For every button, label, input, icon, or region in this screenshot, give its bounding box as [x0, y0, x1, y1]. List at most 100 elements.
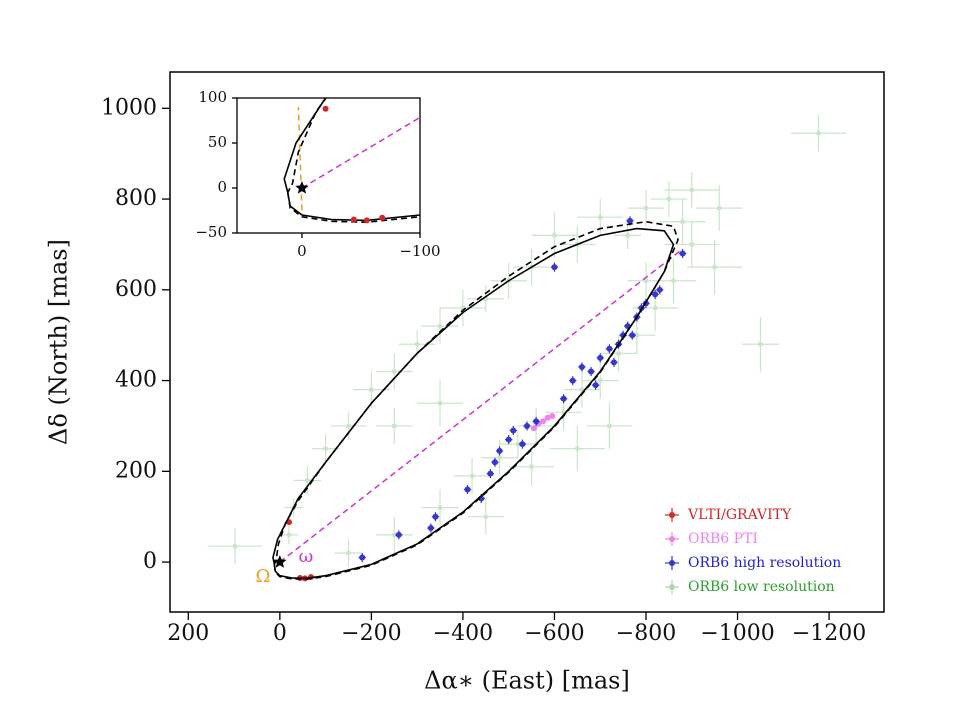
point — [304, 477, 310, 483]
point — [592, 382, 599, 389]
y-tick-label: 0 — [143, 549, 157, 574]
point — [505, 436, 512, 443]
point — [551, 232, 557, 238]
y-tick-label: 200 — [115, 458, 157, 483]
point — [574, 446, 580, 452]
x-tick-label: −600 — [524, 621, 584, 646]
y-tick-label: 50 — [208, 133, 227, 151]
x-tick-label: 200 — [167, 621, 209, 646]
legend-label: ORB6 high resolution — [688, 555, 841, 571]
point — [491, 459, 498, 466]
legend-label: VLTI/GRAVITY — [687, 507, 792, 523]
legend-entry — [665, 556, 679, 570]
point — [363, 217, 370, 224]
point — [606, 345, 613, 352]
primary-star — [295, 181, 309, 194]
x-tick-label: 0 — [273, 621, 287, 646]
point — [625, 232, 631, 238]
x-axis-label: Δα∗ (East) [mas] — [424, 667, 630, 695]
point — [652, 291, 659, 298]
legend-swatch — [669, 512, 675, 518]
point — [588, 368, 595, 375]
point — [652, 305, 658, 311]
y-tick-label: 1000 — [101, 95, 157, 120]
point — [680, 219, 686, 225]
y-axis-label: Δδ (North) [mas] — [45, 239, 73, 445]
point — [533, 418, 540, 425]
point — [626, 217, 633, 224]
point — [437, 505, 443, 511]
point — [679, 250, 686, 257]
axes: 200 0 −200 −400 −600 −800 −1000 −12000200400600… — [101, 95, 866, 646]
point — [689, 241, 695, 247]
inset-background — [237, 98, 420, 233]
x-tick-label: −1200 — [792, 621, 866, 646]
curve — [273, 220, 679, 581]
point — [391, 532, 397, 538]
point — [643, 278, 649, 284]
x-tick-label: −100 — [399, 242, 440, 260]
point — [286, 532, 292, 538]
point — [496, 447, 503, 454]
curve — [297, 106, 303, 211]
legend-entry — [665, 508, 679, 522]
point — [560, 395, 567, 402]
point — [666, 196, 672, 202]
point — [437, 323, 443, 329]
point — [551, 264, 558, 271]
point — [616, 350, 622, 356]
point — [529, 464, 535, 470]
legend-swatch — [669, 584, 675, 590]
point — [549, 412, 556, 419]
series — [207, 115, 847, 567]
point — [610, 359, 617, 366]
curve — [272, 227, 675, 580]
point — [578, 363, 585, 370]
legend-swatch — [669, 560, 675, 566]
x-tick-label: −1000 — [700, 621, 774, 646]
legend-label: ORB6 low resolution — [688, 579, 835, 595]
curve — [286, 98, 420, 224]
point — [391, 368, 397, 374]
point — [437, 400, 443, 406]
point — [395, 531, 402, 538]
point — [391, 423, 397, 429]
point — [519, 441, 526, 448]
point — [643, 205, 649, 211]
y-tick-label: 100 — [198, 88, 227, 106]
point — [322, 105, 329, 112]
point — [346, 550, 351, 556]
point — [414, 341, 420, 347]
legend-swatch — [669, 536, 675, 542]
point — [569, 377, 576, 384]
legend-label: ORB6 PTI — [688, 531, 758, 547]
plot-frame — [169, 71, 885, 613]
point — [757, 341, 763, 347]
inset-axes: 0 −100 −50 0 50 100 — [195, 88, 440, 260]
point — [629, 332, 636, 339]
point — [379, 214, 386, 221]
annotation: ω — [299, 546, 314, 567]
point — [232, 543, 238, 549]
x-tick-label: −800 — [616, 621, 676, 646]
legend-entry — [665, 580, 679, 594]
point — [368, 387, 374, 393]
point — [689, 187, 695, 193]
inset-plot — [283, 98, 420, 224]
point — [544, 414, 551, 421]
plot-area — [207, 115, 847, 582]
point — [540, 418, 547, 425]
point — [346, 423, 351, 429]
point — [530, 425, 537, 432]
point — [350, 216, 357, 223]
point — [634, 332, 640, 338]
inset-frame — [236, 97, 421, 234]
point — [656, 286, 663, 293]
curve — [279, 248, 684, 563]
series — [322, 105, 386, 224]
curve — [283, 98, 420, 222]
y-tick-label: 400 — [115, 368, 157, 393]
point — [483, 514, 489, 520]
point — [487, 470, 494, 477]
